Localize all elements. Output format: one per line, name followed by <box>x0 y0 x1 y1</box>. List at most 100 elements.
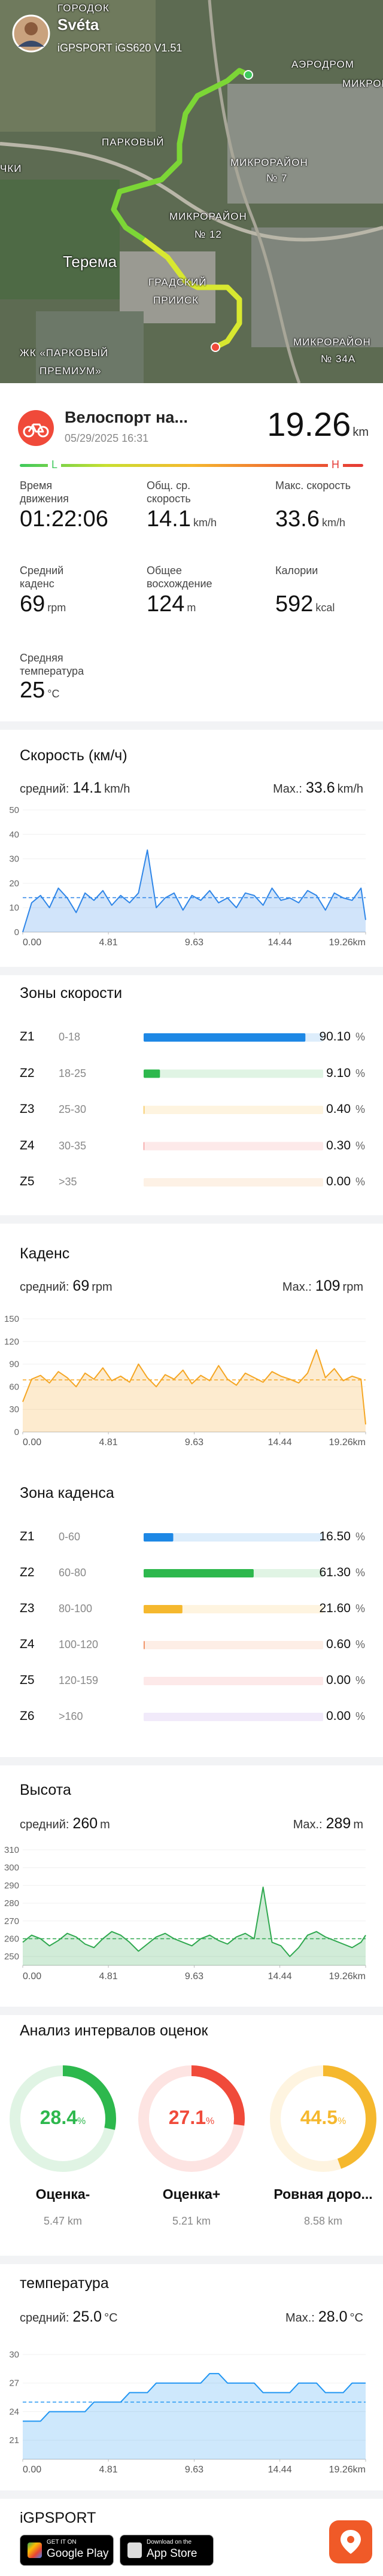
chart-title: Высота <box>20 1782 71 1798</box>
zone-name: Z4 <box>20 1637 35 1651</box>
zone-bar <box>144 1033 306 1042</box>
y-tick-label: 0 <box>14 1427 19 1437</box>
y-tick-label: 260 <box>4 1934 19 1944</box>
interval-distance: 5.21 km <box>172 2215 211 2227</box>
average-value: 260 <box>72 1815 98 1832</box>
area-fill <box>23 1887 366 1965</box>
y-tick-label: 30 <box>9 854 19 864</box>
zone-track <box>144 1641 323 1649</box>
zone-unit: % <box>355 1639 366 1650</box>
zone-track <box>144 1069 323 1078</box>
chart-title: Каденс <box>20 1245 70 1262</box>
max-prefix: Max.: <box>273 782 302 796</box>
zone-percent: 0.00 <box>326 1709 351 1723</box>
zone-name: Z5 <box>20 1673 35 1687</box>
y-tick-label: 300 <box>4 1863 19 1873</box>
stat: 33.6 km/h <box>275 506 345 532</box>
x-tick-label: 0.00 <box>23 2465 41 2475</box>
area-fill <box>23 849 366 932</box>
zone-range: 120-159 <box>59 1674 99 1686</box>
max-unit: °C <box>349 2311 363 2325</box>
interval-distance: 8.58 km <box>303 2215 343 2227</box>
app-icon[interactable] <box>329 2520 372 2563</box>
max-prefix: Max.: <box>285 2311 315 2325</box>
x-tick-label: 4.81 <box>99 1437 118 1448</box>
zone-track <box>144 1713 323 1721</box>
interval-label: Оценка+ <box>162 2186 221 2202</box>
y-tick-label: 60 <box>9 1382 19 1392</box>
zone-percent: 0.30 <box>326 1138 351 1152</box>
y-tick-label: 150 <box>4 1314 19 1324</box>
maximum: Max.: 289 m <box>215 1815 363 1832</box>
zone-unit: % <box>355 1139 366 1152</box>
zone-percent: 16.50 <box>319 1530 351 1543</box>
y-tick-label: 27 <box>9 2378 19 2389</box>
maximum: Max.: 33.6 km/h <box>215 779 363 797</box>
zone-unit: % <box>355 1674 366 1686</box>
average-prefix: средний: <box>20 1281 69 1294</box>
donut-unit: % <box>206 2116 215 2126</box>
zone-unit: % <box>355 1176 366 1188</box>
stat-value: 33.6 <box>275 506 320 532</box>
average-prefix: средний: <box>20 782 69 796</box>
donut-value: 27.1 <box>168 2107 206 2128</box>
zone-bar <box>144 1605 183 1613</box>
average-unit: °C <box>104 2311 118 2325</box>
store-badge[interactable]: Download on the App Store <box>120 2535 214 2566</box>
max-value: 289 <box>326 1815 351 1832</box>
zone-name: Z1 <box>20 1530 35 1543</box>
zone-range: 80-100 <box>59 1603 93 1615</box>
zone-name: Z2 <box>20 1565 35 1579</box>
interval-label: Ровная доро... <box>273 2186 373 2202</box>
donut-arc <box>270 2065 376 2172</box>
separator <box>0 2007 383 2015</box>
average-unit: km/h <box>104 782 130 796</box>
zone-track <box>144 1677 323 1685</box>
zone-bar <box>144 1069 160 1078</box>
separator <box>0 1757 383 1765</box>
map-label: № 12 <box>194 229 222 240</box>
low-label: L <box>48 459 62 471</box>
y-tick-label: 120 <box>4 1337 19 1347</box>
sport-icon <box>18 410 54 446</box>
x-tick-label: 19.26km <box>329 1437 366 1448</box>
average-unit: rpm <box>92 1281 113 1294</box>
device-name: iGPSPORT iGS620 V1.51 <box>57 42 183 54</box>
map-label: ГРАДСКИЙ <box>148 277 207 288</box>
donut-unit: % <box>77 2116 86 2126</box>
zone-range: 60-80 <box>59 1567 87 1579</box>
zone-percent: 0.00 <box>326 1673 351 1687</box>
zone-bar <box>144 1569 254 1577</box>
stat: 592 kcal <box>275 591 335 617</box>
x-tick-label: 4.81 <box>99 1971 118 1982</box>
zone-percent: 0.00 <box>326 1175 351 1188</box>
rider-name: Svéta <box>57 16 99 34</box>
intervals-title: Анализ интервалов оценок <box>20 2022 208 2039</box>
average-value: 14.1 <box>72 779 102 796</box>
stat-label: Калории <box>275 565 318 577</box>
stat-unit: kcal <box>315 602 335 614</box>
brand: iGPSPORT <box>20 2510 96 2526</box>
zone-bar <box>144 1641 145 1649</box>
separator <box>0 2256 383 2264</box>
zone-unit: % <box>355 1710 366 1722</box>
activity-date: 05/29/2025 16:31 <box>65 432 149 444</box>
donut-unit: % <box>338 2116 346 2126</box>
y-tick-label: 10 <box>9 903 19 913</box>
stat-value: 25 <box>20 678 45 703</box>
zone-unit: % <box>355 1067 366 1079</box>
y-tick-label: 90 <box>9 1360 19 1370</box>
zone-name: Z5 <box>20 1175 35 1188</box>
zone-track <box>144 1178 323 1187</box>
stat-label: Общ. ср. скорость <box>147 480 191 505</box>
map-label: МИКРОРАЙОН <box>293 336 371 348</box>
high-label: H <box>328 459 343 471</box>
distance-unit: km <box>352 426 369 439</box>
map-label: ЧКИ <box>0 163 22 174</box>
donut-value: 28.4 <box>39 2107 78 2128</box>
average: средний: 260 m <box>20 1815 110 1832</box>
store-badge[interactable]: GET IT ON Google Play <box>20 2535 114 2566</box>
y-tick-label: 0 <box>14 927 19 937</box>
average-unit: m <box>100 1818 110 1831</box>
maximum: Max.: 28.0 °C <box>215 2308 363 2326</box>
